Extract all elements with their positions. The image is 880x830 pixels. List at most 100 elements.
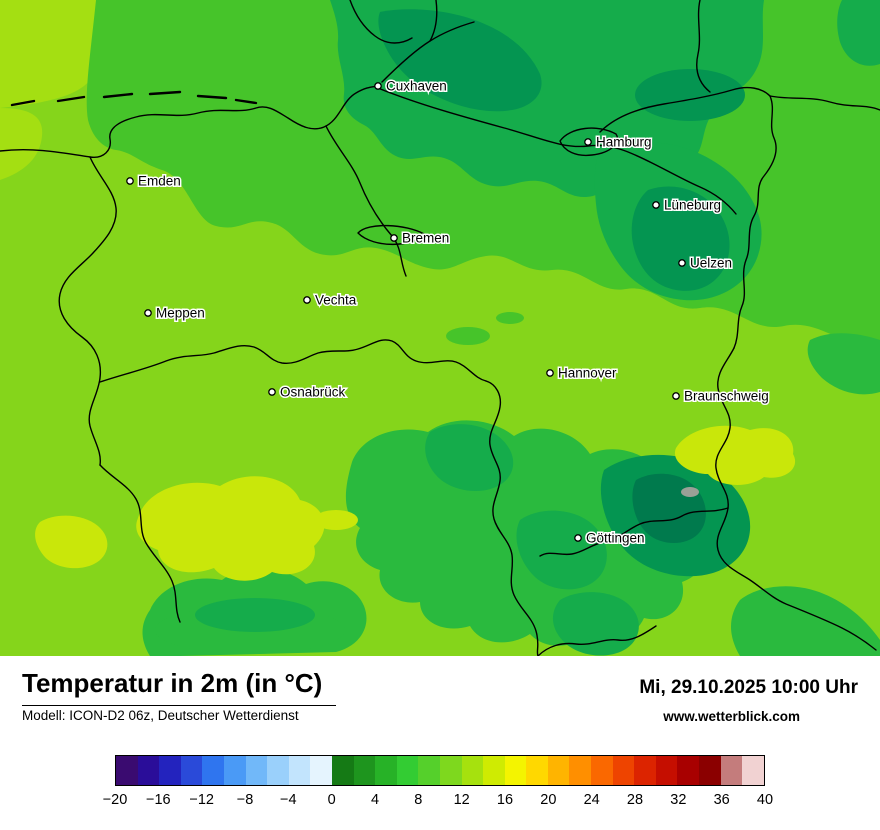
city-marker-icon (303, 296, 311, 304)
legend-tick-label: −12 (189, 792, 214, 808)
legend-color-segment (634, 756, 656, 785)
city-luneburg: Lüneburg (652, 196, 723, 214)
border-harz-south (539, 507, 729, 557)
temp-region (837, 0, 880, 66)
bremen-boundary (357, 224, 425, 245)
legend-tick-label: −8 (236, 792, 254, 808)
temp-region (674, 425, 796, 485)
hamburg-boundary (559, 127, 619, 157)
legend-color-segment (267, 756, 289, 785)
city-marker-icon (678, 259, 686, 267)
temp-region (0, 0, 112, 108)
temp-region (378, 9, 542, 112)
city-marker-icon (374, 82, 382, 90)
border-southwest (99, 464, 181, 623)
city-osnabruck: Osnabrück (268, 383, 347, 401)
legend-tick-label: 4 (370, 792, 380, 808)
datetime-label: Mi, 29.10.2025 10:00 Uhr (639, 677, 858, 698)
legend-tick-label: −16 (146, 792, 171, 808)
city-bremen: Bremen (390, 229, 451, 247)
city-gottingen: Göttingen (574, 529, 646, 547)
footer: Temperatur in 2m (in °C) Modell: ICON-D2… (0, 656, 880, 830)
legend-color-segment (677, 756, 700, 785)
city-marker-icon (546, 369, 554, 377)
border-southeast (715, 347, 877, 651)
legend-color-segment (655, 756, 678, 785)
legend-tick-label: 16 (496, 792, 514, 808)
border-south-descent (485, 380, 539, 656)
legend-tick-label: 24 (583, 792, 600, 808)
legend-tick-label: 8 (414, 792, 423, 808)
city-label: Göttingen (586, 531, 645, 546)
legend-color-segment (375, 756, 397, 785)
city-label: Osnabrück (280, 385, 346, 400)
legend-color-segment (461, 756, 484, 785)
legend-tick-label: 32 (670, 792, 687, 808)
legend-color-segment (116, 756, 138, 785)
temp-region (425, 424, 514, 491)
city-cuxhaven: Cuxhaven (374, 77, 448, 95)
legend-color-segment (742, 756, 764, 785)
legend-color-segment (202, 756, 224, 785)
gray-spot (681, 487, 699, 497)
city-meppen: Meppen (144, 304, 206, 322)
legend-color-segment (526, 756, 548, 785)
coastline (0, 85, 379, 158)
legend-color-segment (137, 756, 160, 785)
temp-region (635, 69, 745, 121)
legend-color-segment (483, 756, 505, 785)
city-label: Vechta (315, 293, 357, 308)
border-ne (599, 86, 771, 133)
legend-color-segment (439, 756, 462, 785)
city-label: Braunschweig (684, 389, 769, 404)
temperature-map: Cuxhaven Hamburg Emden Lüneburg Bremen Uelzen… (0, 0, 880, 656)
city-vechta: Vechta (303, 291, 358, 309)
city-marker-icon (574, 534, 582, 542)
temp-region (35, 515, 108, 569)
city-marker-icon (144, 309, 152, 317)
legend-color-segment (612, 756, 635, 785)
city-label: Lüneburg (664, 198, 721, 213)
city-hamburg: Hamburg (584, 133, 653, 151)
city-marker-icon (268, 388, 276, 396)
border-east (733, 95, 777, 349)
cities-layer: Cuxhaven Hamburg Emden Lüneburg Bremen Uelzen… (126, 77, 770, 547)
legend-color-segment (591, 756, 613, 785)
legend-tick-label: 0 (327, 792, 336, 808)
city-marker-icon (652, 201, 660, 209)
website-label: www.wetterblick.com (663, 709, 800, 724)
legend-color-segment (699, 756, 721, 785)
temp-region (136, 476, 325, 581)
legend-tick-label: −20 (102, 792, 128, 808)
temp-region (314, 510, 358, 530)
legend-color-segment (310, 756, 332, 785)
temp-region (496, 312, 524, 324)
legend-tick-label: 40 (756, 792, 774, 808)
legend-tick-label: 12 (453, 792, 470, 808)
city-emden: Emden (126, 172, 182, 190)
legend-color-segment (720, 756, 743, 785)
temp-region (0, 108, 43, 180)
legend-tick-label: −4 (280, 792, 297, 808)
city-label: Emden (138, 174, 181, 189)
legend-color-segment (504, 756, 527, 785)
islands-outline (10, 90, 258, 107)
legend-color-segment (569, 756, 592, 785)
city-label: Meppen (156, 306, 205, 321)
city-label: Bremen (402, 231, 449, 246)
border-south (99, 339, 487, 383)
city-label: Cuxhaven (386, 79, 447, 94)
legend-tick-label: 28 (626, 792, 644, 808)
legend-color-segment (245, 756, 268, 785)
border-west-nl (58, 156, 117, 466)
legend-color-segment (159, 756, 181, 785)
city-label: Hamburg (596, 135, 652, 150)
city-hannover: Hannover (546, 364, 619, 382)
city-marker-icon (672, 392, 680, 400)
city-label: Uelzen (690, 256, 732, 271)
legend-color-segment (547, 756, 570, 785)
city-marker-icon (126, 177, 134, 185)
temperature-field (0, 0, 880, 656)
city-label: Hannover (558, 366, 617, 381)
border-bottom (537, 625, 657, 656)
